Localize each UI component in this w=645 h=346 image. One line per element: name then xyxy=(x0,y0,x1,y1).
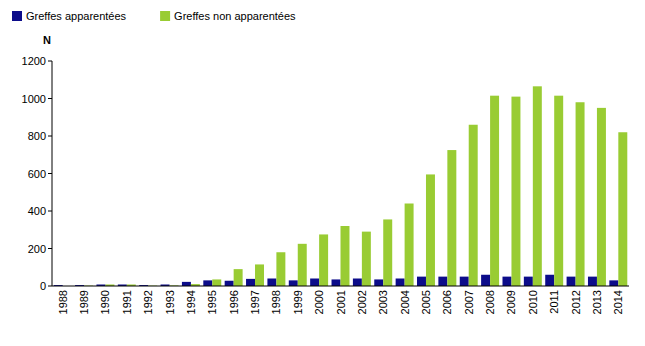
bar xyxy=(438,277,447,286)
bar xyxy=(310,279,319,287)
bar xyxy=(490,96,499,286)
bar xyxy=(567,277,576,286)
x-tick-label: 2001 xyxy=(335,290,347,314)
bar xyxy=(460,277,469,286)
legend-swatch xyxy=(160,11,170,21)
bar xyxy=(383,219,392,286)
x-tick-label: 1999 xyxy=(292,290,304,314)
x-tick-label: 2006 xyxy=(441,290,453,314)
x-axis-line xyxy=(52,286,629,287)
y-tick-label: 400 xyxy=(28,205,46,217)
y-tick xyxy=(48,136,52,137)
bar xyxy=(576,102,585,286)
bar xyxy=(234,269,243,286)
x-tick-label: 1993 xyxy=(164,290,176,314)
x-tick-label: 2003 xyxy=(377,290,389,314)
y-tick xyxy=(48,98,52,99)
bar xyxy=(332,279,341,286)
bar xyxy=(319,234,328,286)
bar xyxy=(609,280,618,286)
bar xyxy=(597,108,606,286)
x-tick-label: 1995 xyxy=(206,290,218,314)
bar xyxy=(267,279,276,287)
legend-swatch xyxy=(12,11,22,21)
bar xyxy=(417,277,426,286)
bar xyxy=(405,204,414,287)
x-tick-label: 1988 xyxy=(57,290,69,314)
x-tick-label: 1997 xyxy=(249,290,261,314)
y-tick-label: 800 xyxy=(28,130,46,142)
y-tick xyxy=(48,248,52,249)
bar xyxy=(554,96,563,286)
legend-item: Greffes non apparentées xyxy=(160,10,296,22)
y-tick-label: 0 xyxy=(40,280,46,292)
y-axis-label: N xyxy=(43,34,51,46)
chart: Greffes apparentées Greffes non apparenté… xyxy=(0,0,645,346)
x-tick-label: 2012 xyxy=(570,290,582,314)
bar xyxy=(588,277,597,286)
legend-item: Greffes apparentées xyxy=(12,10,127,22)
x-tick-label: 1992 xyxy=(142,290,154,314)
legend-label: Greffes apparentées xyxy=(26,10,127,22)
bar xyxy=(246,279,255,286)
x-tick-label: 2014 xyxy=(612,290,624,314)
y-tick-label: 600 xyxy=(28,168,46,180)
bar xyxy=(502,277,511,286)
x-tick-label: 1996 xyxy=(228,290,240,314)
x-tick-label: 2004 xyxy=(399,290,411,314)
bars xyxy=(54,86,628,286)
y-tick xyxy=(48,286,52,287)
bar xyxy=(212,279,221,286)
bar xyxy=(362,232,371,286)
x-tick-label: 2011 xyxy=(548,290,560,314)
x-tick-label: 2005 xyxy=(420,290,432,314)
x-tick-label: 1989 xyxy=(78,290,90,314)
x-tick-label: 2008 xyxy=(484,290,496,314)
bar xyxy=(618,132,627,286)
bar xyxy=(533,86,542,286)
bar xyxy=(469,125,478,286)
x-tick-label: 2013 xyxy=(591,290,603,314)
legend-label: Greffes non apparentées xyxy=(174,10,296,22)
bar xyxy=(545,275,554,286)
bar xyxy=(426,174,435,286)
y-tick xyxy=(48,61,52,62)
y-tick xyxy=(48,173,52,174)
x-tick-label: 2007 xyxy=(463,290,475,314)
y-tick-label: 1200 xyxy=(22,55,46,67)
bar xyxy=(203,280,212,286)
bar xyxy=(481,275,490,286)
x-tick-label: 2010 xyxy=(527,290,539,314)
y-tick xyxy=(48,211,52,212)
bar xyxy=(225,281,234,286)
bar xyxy=(374,279,383,286)
x-tick-label: 1998 xyxy=(270,290,282,314)
x-tick-label: 1991 xyxy=(121,290,133,314)
bar xyxy=(447,150,456,286)
bar xyxy=(396,279,405,287)
x-tick-label: 2009 xyxy=(505,290,517,314)
y-tick-label: 200 xyxy=(28,243,46,255)
bar xyxy=(255,264,264,286)
y-tick-label: 1000 xyxy=(22,93,46,105)
x-tick-label: 1990 xyxy=(99,290,111,314)
bar xyxy=(276,252,285,286)
bar xyxy=(289,280,298,286)
bar xyxy=(341,226,350,286)
bar xyxy=(298,244,307,286)
x-tick-label: 1994 xyxy=(185,290,197,314)
x-tick-label: 2000 xyxy=(313,290,325,314)
x-tick-label: 2002 xyxy=(356,290,368,314)
bar xyxy=(524,277,533,286)
bar xyxy=(353,279,362,287)
bar xyxy=(182,282,191,286)
bar xyxy=(511,97,520,286)
